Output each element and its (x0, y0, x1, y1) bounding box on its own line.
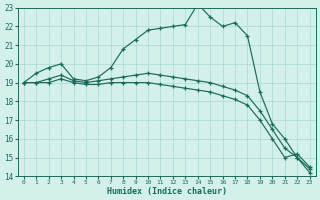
X-axis label: Humidex (Indice chaleur): Humidex (Indice chaleur) (107, 187, 227, 196)
